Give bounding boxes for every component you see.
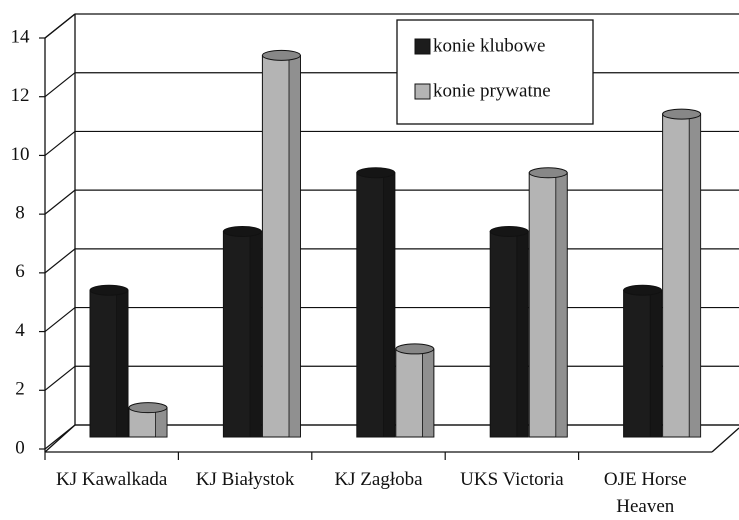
legend-label: konie prywatne	[433, 80, 551, 101]
y-tick-label: 4	[15, 320, 25, 341]
grid-line	[44, 72, 76, 98]
bar-top	[528, 167, 568, 179]
grid-line	[44, 307, 76, 333]
bar-side	[116, 289, 129, 438]
bar	[662, 108, 702, 438]
x-tick-label: UKS Victoria	[460, 469, 564, 490]
bar	[89, 284, 129, 438]
bar-top	[128, 402, 168, 414]
y-tick-label: 10	[11, 144, 30, 165]
bar-top	[89, 284, 129, 296]
bar	[261, 49, 301, 438]
floor-right	[711, 427, 739, 453]
x-tick-label: KJ Zagłoba	[334, 469, 423, 490]
bar-top	[395, 343, 435, 355]
bar-side	[382, 172, 396, 438]
legend-box	[396, 19, 594, 125]
grid-line	[44, 13, 76, 39]
bar-side	[421, 348, 435, 438]
bar-side	[649, 289, 663, 438]
bar-side	[688, 113, 702, 438]
bar-top	[489, 226, 529, 237]
bar	[356, 167, 396, 438]
grid-line	[44, 248, 76, 274]
bar	[489, 226, 529, 438]
bar-top	[356, 167, 396, 179]
grid-line	[44, 365, 76, 391]
bar-top	[623, 284, 663, 296]
bar-top	[222, 226, 262, 237]
grid-line	[44, 189, 76, 215]
y-tick-label: 6	[15, 261, 25, 282]
bar-side	[288, 54, 301, 438]
legend-swatch	[414, 38, 431, 55]
grid-line	[44, 130, 76, 156]
bar	[623, 284, 663, 438]
bar-top	[662, 108, 702, 120]
y-tick-label: 14	[11, 26, 31, 47]
y-tick-label: 12	[11, 85, 30, 106]
bar-side	[249, 231, 262, 438]
grid-line	[44, 424, 76, 450]
legend-label: konie klubowe	[433, 35, 545, 56]
x-tick-label: KJ Białystok	[195, 469, 295, 490]
x-tick-label: KJ Kawalkada	[56, 469, 168, 490]
bar	[222, 226, 262, 438]
legend-swatch	[414, 83, 431, 100]
y-tick-label: 0	[15, 437, 25, 458]
y-tick-label: 8	[15, 203, 25, 224]
bar-side	[555, 172, 568, 438]
bar	[528, 167, 568, 438]
bar-top	[261, 49, 301, 61]
x-tick-label: OJE Horse Heaven	[603, 469, 687, 517]
bar-side	[516, 231, 529, 438]
y-tick-label: 2	[15, 379, 25, 400]
bar	[128, 402, 168, 438]
bar	[395, 343, 435, 438]
